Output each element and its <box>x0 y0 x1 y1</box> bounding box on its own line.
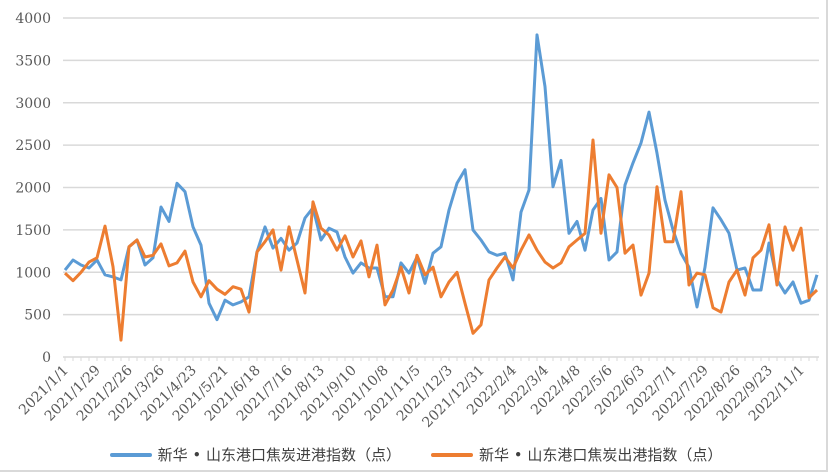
legend-swatch-inbound <box>109 452 152 457</box>
legend-item-inbound: 新华 • 山东港口焦炭进港指数（点） <box>109 444 401 465</box>
line-chart: 050010001500200025003000350040002021/1/1… <box>15 11 819 431</box>
y-tick-label: 500 <box>24 308 51 324</box>
y-tick-label: 2000 <box>15 181 51 197</box>
legend-label-inbound: 新华 • 山东港口焦炭进港指数（点） <box>157 446 401 464</box>
series-line-outbound <box>63 138 819 342</box>
y-tick-label: 4000 <box>15 11 51 27</box>
y-tick-label: 3000 <box>15 96 51 112</box>
y-tick-label: 0 <box>42 350 51 366</box>
legend-label-outbound: 新华 • 山东港口焦炭出港指数（点） <box>479 446 723 464</box>
y-tick-label: 1500 <box>15 223 51 239</box>
y-tick-label: 1000 <box>15 265 51 281</box>
legend: 新华 • 山东港口焦炭进港指数（点） 新华 • 山东港口焦炭出港指数（点） <box>0 444 832 465</box>
y-tick-label: 3500 <box>15 53 51 69</box>
legend-swatch-outbound <box>431 452 473 457</box>
legend-item-outbound: 新华 • 山东港口焦炭出港指数（点） <box>431 444 722 465</box>
y-tick-label: 2500 <box>15 138 51 154</box>
